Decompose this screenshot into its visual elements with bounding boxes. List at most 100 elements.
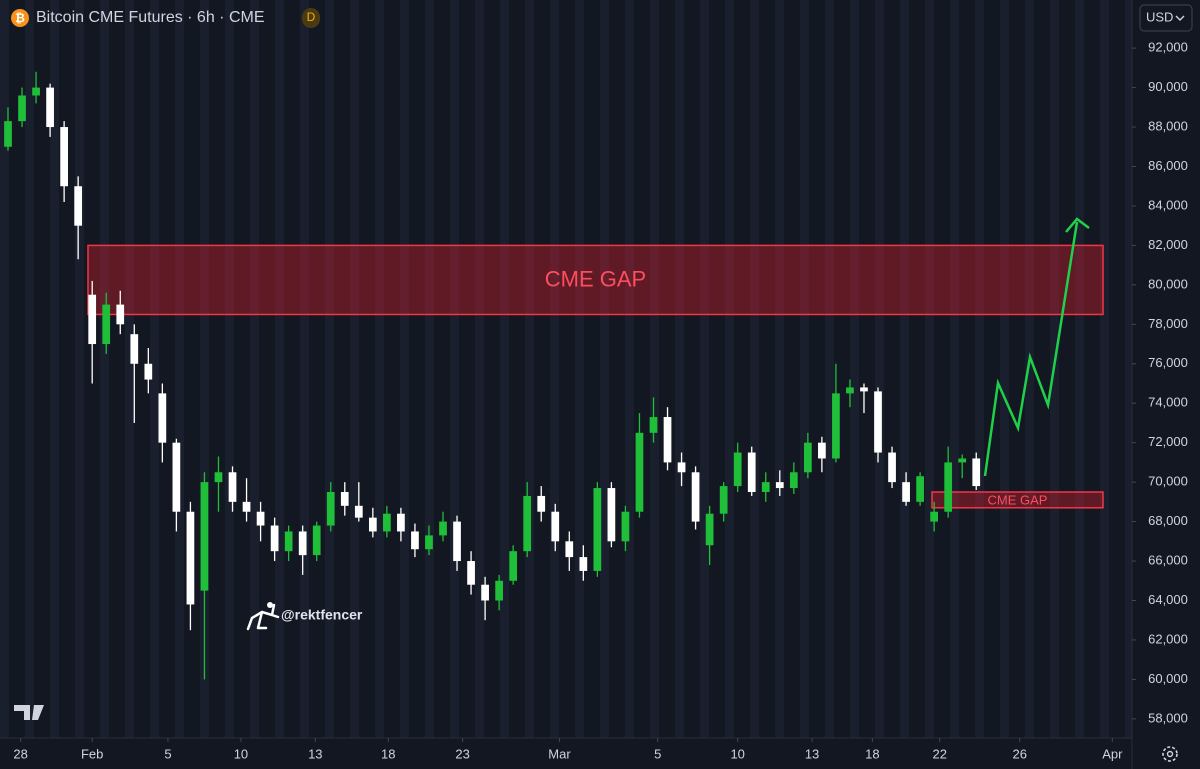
candle-body — [326, 492, 335, 526]
watermark-icon — [246, 602, 280, 631]
candle-body — [116, 304, 125, 325]
candle-body — [60, 127, 68, 187]
candle-body — [88, 294, 97, 345]
candle-body — [312, 525, 321, 556]
candle-body — [256, 511, 265, 526]
currency-button[interactable] — [1139, 4, 1193, 32]
candle-body — [860, 387, 868, 392]
candle-body — [733, 452, 742, 487]
y-tick-label: 76,000 — [1148, 355, 1188, 370]
y-tick-label: 92,000 — [1148, 40, 1188, 55]
y-tick-label: 74,000 — [1148, 395, 1188, 410]
candle-body — [832, 393, 840, 459]
candle-body — [144, 363, 153, 380]
y-tick-label: 84,000 — [1148, 197, 1188, 212]
candle-body — [761, 482, 770, 492]
candle-body — [74, 186, 83, 226]
candle-body — [383, 513, 391, 532]
bitcoin-icon — [11, 9, 29, 27]
tv-logo[interactable] — [14, 705, 44, 720]
currency-label[interactable]: USD — [1146, 9, 1173, 24]
candle-body — [481, 584, 489, 601]
candle-body — [663, 417, 672, 463]
candle-body — [214, 472, 223, 483]
candle-body — [565, 541, 574, 558]
candle-body — [551, 511, 560, 542]
y-tick-label: 68,000 — [1148, 513, 1188, 528]
chart-title: Bitcoin CME Futures · 6h · CME — [36, 9, 265, 26]
y-tick-label: 58,000 — [1148, 710, 1188, 725]
projection-arrowhead — [1065, 217, 1090, 233]
candle-body — [705, 513, 714, 546]
candle-body — [775, 482, 784, 489]
badge-bg — [302, 8, 320, 28]
candle-body — [691, 472, 700, 522]
candle-body — [298, 531, 307, 556]
candle-body — [32, 87, 40, 96]
candle-body — [242, 501, 251, 512]
x-tick-label: Mar — [548, 746, 571, 761]
candle-body — [930, 511, 939, 522]
plot: CME GAP CME GAP — [4, 71, 1104, 680]
watermark: @rektfencer — [281, 607, 363, 623]
candle-body — [102, 304, 111, 345]
gap-zone — [931, 491, 1104, 509]
candle-body — [509, 551, 518, 581]
plot-background — [0, 0, 1132, 738]
candle-body — [467, 561, 475, 585]
candle-body — [439, 521, 447, 536]
candle-body — [944, 462, 953, 512]
x-tick-label: 28 — [13, 746, 27, 761]
candle-body — [789, 472, 798, 489]
candle-body — [4, 121, 12, 147]
gap-zone-label: CME GAP — [545, 267, 646, 292]
price-axis-background — [1132, 0, 1200, 769]
currency-caret[interactable] — [1175, 15, 1185, 21]
candle-body — [747, 452, 756, 492]
candle-body — [495, 580, 503, 601]
x-tick-label: 23 — [455, 746, 469, 761]
candle-body — [818, 442, 826, 459]
x-tick-label: 22 — [933, 746, 947, 761]
x-tick-label: 26 — [1013, 746, 1027, 761]
candle-body — [523, 495, 532, 552]
candle-body — [635, 432, 644, 512]
bitcoin-symbol: ₿ — [15, 11, 25, 25]
candle-body — [803, 442, 812, 473]
y-tick-label: 78,000 — [1148, 316, 1188, 331]
x-tick-label: 18 — [381, 746, 395, 761]
y-tick-label: 72,000 — [1148, 434, 1188, 449]
candle-body — [354, 505, 363, 518]
y-tick-label: 80,000 — [1148, 276, 1188, 291]
x-tick-label: Feb — [81, 746, 103, 761]
candle-body — [158, 393, 167, 443]
candle-body — [411, 531, 419, 550]
candle-body — [579, 557, 588, 571]
x-tick-label: 13 — [805, 746, 819, 761]
candle-body — [186, 511, 195, 605]
candle-body — [916, 476, 924, 502]
candle-body — [719, 486, 728, 514]
candle-body — [425, 535, 433, 550]
y-tick-label: 88,000 — [1148, 118, 1188, 133]
candle-body — [958, 458, 967, 463]
candle-body — [368, 517, 377, 532]
candle-body — [200, 482, 209, 591]
candle-body — [621, 511, 630, 542]
y-tick-label: 64,000 — [1148, 592, 1188, 607]
x-tick-label: 18 — [865, 746, 879, 761]
candle-body — [537, 495, 546, 512]
y-tick-label: 66,000 — [1148, 552, 1188, 567]
settings-icon-center[interactable] — [1166, 750, 1174, 758]
settings-icon[interactable] — [1162, 746, 1178, 762]
gap-zone — [87, 244, 1104, 316]
x-tick-label: 13 — [308, 746, 322, 761]
candle-body — [18, 95, 26, 122]
candle-body — [677, 462, 686, 473]
candle-body — [593, 488, 602, 571]
candle-body — [649, 417, 658, 433]
candle-body — [284, 531, 293, 552]
y-tick-label: 70,000 — [1148, 474, 1188, 489]
y-tick-label: 86,000 — [1148, 158, 1188, 173]
candle-body — [453, 521, 461, 562]
